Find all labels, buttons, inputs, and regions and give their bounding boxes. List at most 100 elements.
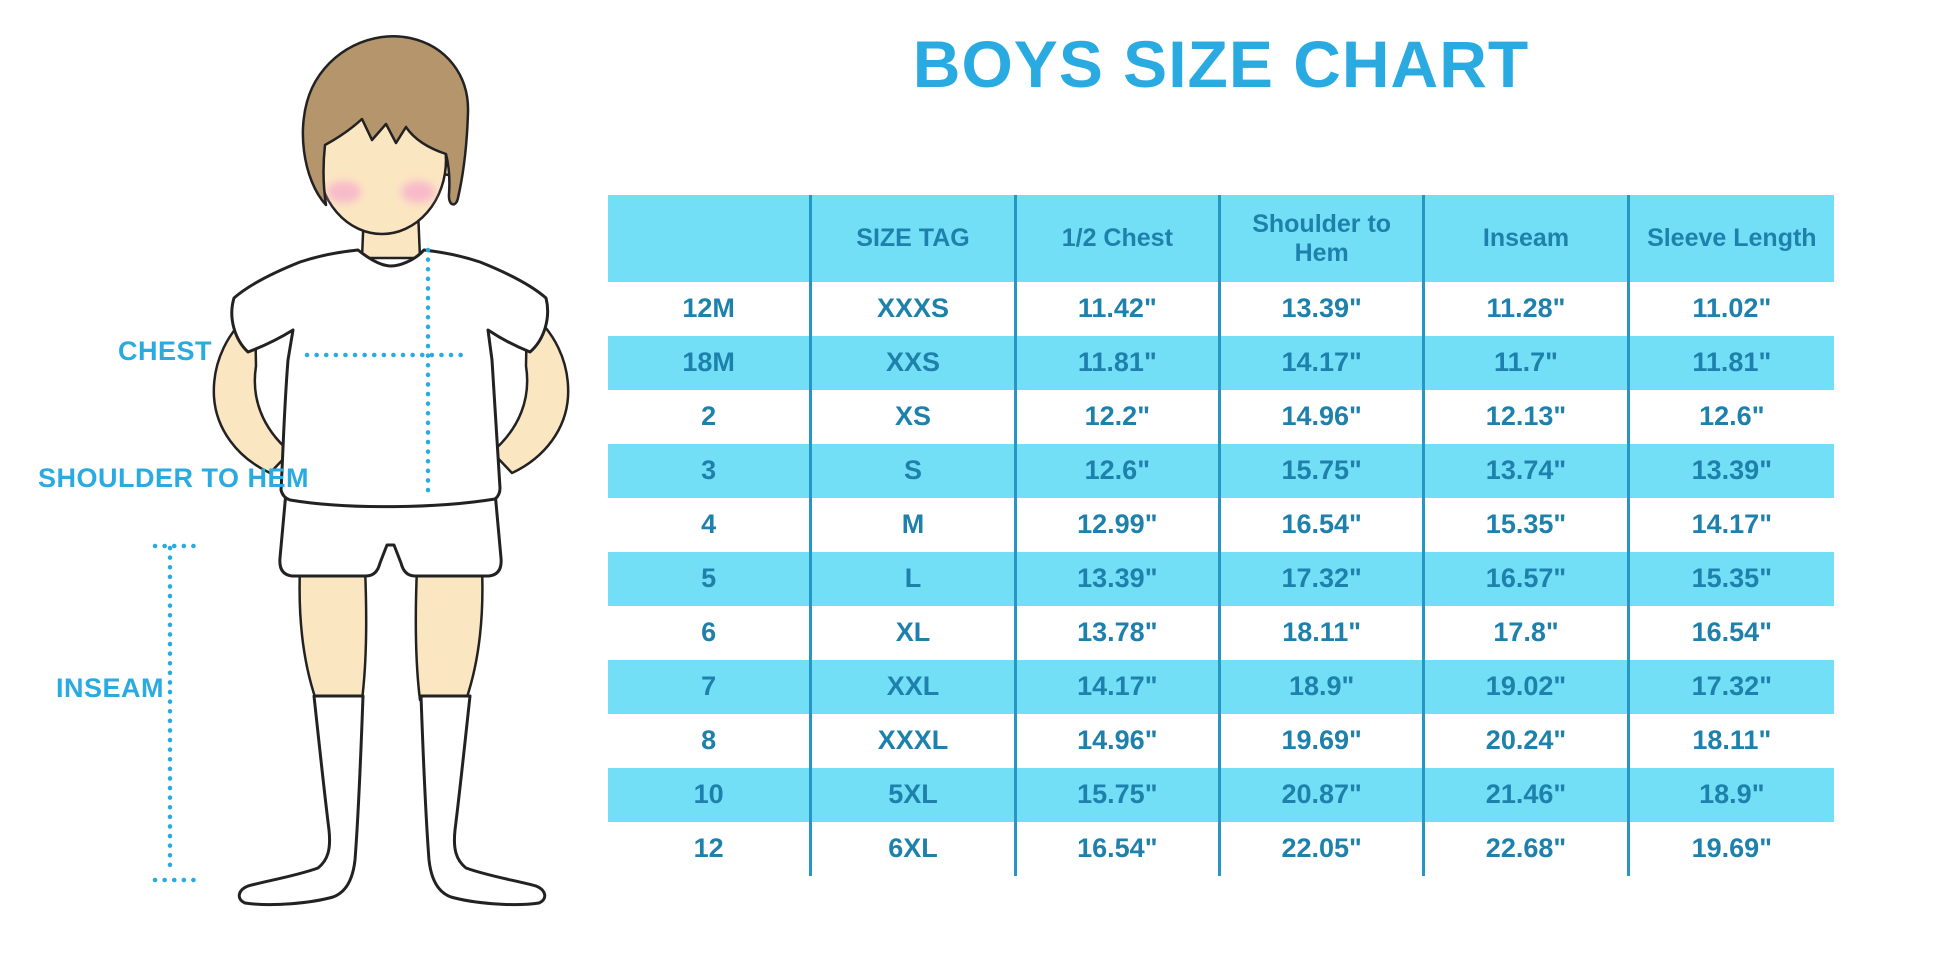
- cell-size-tag: XS: [812, 390, 1017, 444]
- cell-size-tag: XXXL: [812, 714, 1017, 768]
- cell-inseam: 21.46": [1425, 768, 1630, 822]
- cell-size: 6: [608, 606, 813, 660]
- cell-size-tag: L: [812, 552, 1017, 606]
- cell-size: 3: [608, 444, 813, 498]
- cell-shoulder-to-hem: 20.87": [1221, 768, 1426, 822]
- cell-size: 5: [608, 552, 813, 606]
- chest-label: CHEST: [118, 336, 213, 366]
- table-row: 12M XXXS 11.42" 13.39" 11.28" 11.02": [608, 282, 1834, 336]
- cell-shoulder-to-hem: 19.69": [1221, 714, 1426, 768]
- table-row: 7 XXL 14.17" 18.9" 19.02" 17.32": [608, 660, 1834, 714]
- cell-sleeve-length: 17.32": [1691, 671, 1772, 702]
- cell-size-tag: XXL: [812, 660, 1017, 714]
- boy-right-arm: [490, 308, 570, 475]
- boy-right-leg: [414, 566, 484, 702]
- size-table: SIZE TAG 1/2 Chest Shoulder to Hem Insea…: [608, 195, 1834, 876]
- cell-half-chest: 15.75": [1017, 768, 1221, 822]
- shoulder-to-hem-label: SHOULDER TO HEM: [38, 463, 310, 493]
- cell-inseam: 19.02": [1425, 660, 1630, 714]
- cell-half-chest: 13.78": [1017, 606, 1221, 660]
- cell-sleeve-length: 12.6": [1699, 401, 1765, 432]
- cell-sleeve-length: 13.39": [1691, 455, 1772, 486]
- cell-half-chest: 11.81": [1017, 336, 1221, 390]
- cell-sleeve-length: 18.11": [1692, 725, 1772, 756]
- cell-sleeve-length: 18.9": [1699, 779, 1765, 810]
- boy-shorts: [278, 490, 503, 578]
- cell-size: 12M: [608, 282, 813, 336]
- cell-size-tag: S: [812, 444, 1017, 498]
- table-row: 8 XXXL 14.96" 19.69" 20.24" 18.11": [608, 714, 1834, 768]
- table-row: 3 S 12.6" 15.75" 13.74" 13.39": [608, 444, 1834, 498]
- table-row: 18M XXS 11.81" 14.17" 11.7" 11.81": [608, 336, 1834, 390]
- cell-half-chest: 14.17": [1017, 660, 1221, 714]
- cell-size-tag: 5XL: [812, 768, 1017, 822]
- cell-sleeve-length: 11.02": [1692, 293, 1772, 324]
- cell-size: 7: [608, 660, 813, 714]
- table-row: 6 XL 13.78" 18.11" 17.8" 16.54": [608, 606, 1834, 660]
- cell-sleeve-length: 11.81": [1692, 347, 1772, 378]
- cell-size: 4: [608, 498, 813, 552]
- boy-illustration: [152, 35, 570, 907]
- cell-size-tag: XL: [812, 606, 1017, 660]
- header-cell-half-chest: 1/2 Chest: [1017, 195, 1221, 282]
- header-cell-inseam: Inseam: [1425, 195, 1630, 282]
- cell-inseam: 12.13": [1425, 390, 1630, 444]
- cell-sleeve-length: 16.54": [1691, 617, 1772, 648]
- cell-half-chest: 14.96": [1017, 714, 1221, 768]
- cell-inseam: 22.68": [1425, 822, 1630, 876]
- cell-half-chest: 16.54": [1017, 822, 1221, 876]
- table-row: 5 L 13.39" 17.32" 16.57" 15.35": [608, 552, 1834, 606]
- page-title: BOYS SIZE CHART: [912, 27, 1530, 101]
- cell-size-tag: XXXS: [812, 282, 1017, 336]
- cell-shoulder-to-hem: 18.9": [1221, 660, 1426, 714]
- table-header-row: SIZE TAG 1/2 Chest Shoulder to Hem Insea…: [608, 195, 1834, 282]
- cell-sleeve-length: 19.69": [1691, 833, 1772, 864]
- cell-size: 10: [608, 768, 813, 822]
- header-cell-size-tag: SIZE TAG: [812, 195, 1017, 282]
- cell-half-chest: 11.42": [1017, 282, 1221, 336]
- cell-size-tag: M: [812, 498, 1017, 552]
- cell-shoulder-to-hem: 22.05": [1221, 822, 1426, 876]
- cell-inseam: 11.28": [1425, 282, 1630, 336]
- cell-size-tag: XXS: [812, 336, 1017, 390]
- cell-size-tag: 6XL: [812, 822, 1017, 876]
- table-row: 10 5XL 15.75" 20.87" 21.46" 18.9": [608, 768, 1834, 822]
- cell-inseam: 17.8": [1425, 606, 1630, 660]
- header-cell-size: [608, 195, 813, 282]
- cell-sleeve-length: 14.17": [1691, 509, 1772, 540]
- cell-half-chest: 12.2": [1017, 390, 1221, 444]
- boy-left-arm: [212, 308, 292, 475]
- inseam-label: INSEAM: [56, 673, 165, 703]
- boy-left-sock: [237, 694, 365, 907]
- boy-hair: [301, 35, 470, 207]
- cell-inseam: 11.7": [1425, 336, 1630, 390]
- header-cell-shoulder-to-hem: Shoulder to Hem: [1221, 195, 1426, 282]
- cell-half-chest: 12.99": [1017, 498, 1221, 552]
- boy-right-cheek: [401, 181, 435, 203]
- cell-size: 12: [608, 822, 813, 876]
- cell-size: 8: [608, 714, 813, 768]
- cell-sleeve-length: 15.35": [1691, 563, 1772, 594]
- boy-shirt: [230, 248, 550, 509]
- cell-shoulder-to-hem: 15.75": [1221, 444, 1426, 498]
- cell-half-chest: 12.6": [1017, 444, 1221, 498]
- boy-right-sock: [419, 694, 547, 907]
- table-row: 2 XS 12.2" 14.96" 12.13" 12.6": [608, 390, 1834, 444]
- cell-shoulder-to-hem: 18.11": [1221, 606, 1426, 660]
- boy-left-leg: [298, 566, 368, 702]
- cell-inseam: 15.35": [1425, 498, 1630, 552]
- cell-inseam: 20.24": [1425, 714, 1630, 768]
- cell-size: 18M: [608, 336, 813, 390]
- header-cell-sleeve-length: Sleeve Length: [1647, 224, 1817, 253]
- cell-shoulder-to-hem: 17.32": [1221, 552, 1426, 606]
- cell-shoulder-to-hem: 14.96": [1221, 390, 1426, 444]
- cell-size: 2: [608, 390, 813, 444]
- cell-half-chest: 13.39": [1017, 552, 1221, 606]
- table-row: 4 M 12.99" 16.54" 15.35" 14.17": [608, 498, 1834, 552]
- table-row: 12 6XL 16.54" 22.05" 22.68" 19.69": [608, 822, 1834, 876]
- cell-shoulder-to-hem: 16.54": [1221, 498, 1426, 552]
- cell-inseam: 13.74": [1425, 444, 1630, 498]
- boy-left-cheek: [327, 181, 361, 203]
- cell-shoulder-to-hem: 14.17": [1221, 336, 1426, 390]
